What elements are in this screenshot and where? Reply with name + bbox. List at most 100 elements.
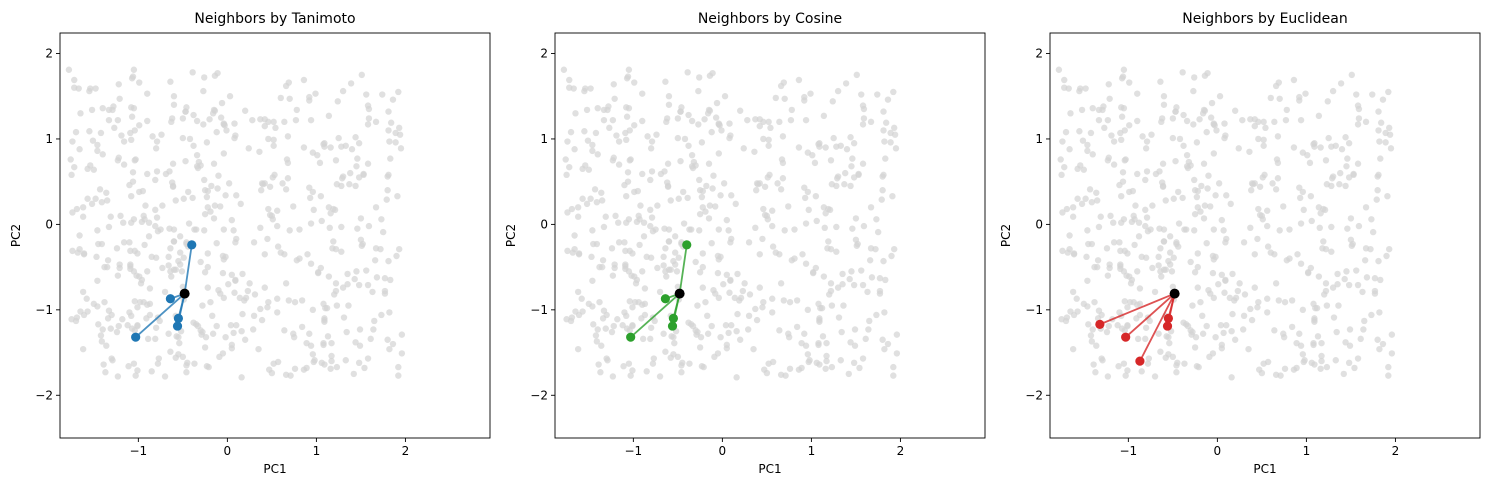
background-point: [1286, 226, 1293, 233]
background-point: [1194, 263, 1201, 271]
background-point: [1058, 171, 1065, 179]
background-point: [705, 215, 713, 222]
background-point: [142, 202, 149, 209]
background-point: [1262, 124, 1269, 132]
background-point: [128, 113, 136, 120]
background-point: [1055, 66, 1063, 73]
background-point: [806, 357, 813, 364]
background-point: [893, 350, 901, 357]
background-point: [1110, 219, 1117, 226]
background-point: [266, 366, 273, 373]
plot-area: [560, 66, 901, 381]
background-point: [356, 342, 364, 349]
background-point: [132, 372, 139, 379]
background-point: [1142, 145, 1150, 152]
background-point: [1330, 314, 1338, 321]
background-point: [165, 262, 172, 269]
background-point: [309, 188, 317, 196]
background-point: [1165, 333, 1172, 341]
background-point: [880, 171, 887, 179]
background-point: [1307, 264, 1315, 272]
background-point: [189, 194, 196, 202]
background-point: [1120, 360, 1128, 367]
background-point: [220, 294, 228, 302]
background-point: [1222, 276, 1229, 284]
background-point: [1342, 182, 1349, 190]
background-point: [1267, 249, 1274, 256]
background-point: [731, 294, 739, 302]
background-point: [759, 235, 766, 243]
background-point: [722, 322, 730, 329]
background-point: [1157, 78, 1164, 85]
background-point: [665, 266, 673, 273]
background-point: [1058, 316, 1065, 323]
background-point: [1376, 309, 1383, 316]
background-point: [384, 187, 391, 194]
background-point: [611, 261, 618, 268]
background-point: [696, 210, 704, 218]
background-point: [213, 128, 220, 136]
background-point: [1306, 159, 1314, 167]
background-point: [393, 252, 400, 260]
background-point: [108, 355, 115, 362]
background-point: [587, 85, 594, 92]
background-point: [571, 146, 578, 153]
background-point: [317, 192, 325, 200]
background-point: [131, 127, 138, 134]
background-point: [364, 102, 372, 109]
background-point: [347, 80, 355, 87]
background-point: [170, 93, 178, 100]
background-point: [628, 272, 635, 279]
background-point: [249, 116, 256, 124]
background-point: [698, 139, 706, 146]
background-point: [1376, 345, 1383, 353]
background-point: [1344, 155, 1351, 162]
background-point: [1343, 268, 1350, 275]
background-point: [284, 175, 292, 182]
background-point: [353, 163, 360, 170]
background-point: [172, 354, 179, 361]
background-point: [562, 156, 569, 163]
background-point: [1126, 79, 1133, 86]
x-axis-label: PC1: [1253, 462, 1276, 476]
background-point: [874, 91, 881, 98]
background-point: [1191, 227, 1198, 234]
background-point: [161, 288, 169, 296]
background-point: [230, 329, 237, 337]
background-point: [75, 85, 82, 92]
background-point: [397, 145, 405, 152]
background-point: [333, 363, 341, 371]
background-point: [1311, 315, 1318, 322]
background-point: [245, 145, 252, 152]
background-point: [850, 281, 858, 289]
background-point: [673, 268, 681, 275]
background-point: [1199, 312, 1206, 320]
background-point: [355, 359, 363, 367]
background-point: [596, 298, 603, 306]
background-point: [1061, 76, 1068, 84]
background-point: [77, 110, 84, 117]
background-point: [1155, 262, 1162, 269]
background-point: [1189, 302, 1196, 309]
background-point: [860, 222, 868, 230]
background-point: [823, 352, 830, 360]
background-point: [1142, 222, 1149, 230]
background-point: [680, 220, 688, 227]
background-point: [261, 116, 268, 123]
background-point: [1345, 174, 1353, 181]
background-point: [241, 336, 249, 343]
background-point: [1218, 341, 1226, 349]
background-point: [709, 69, 716, 77]
background-point: [309, 306, 317, 314]
x-tick-label: −1: [1119, 444, 1137, 458]
neighbor-point: [172, 321, 183, 331]
background-point: [128, 192, 135, 200]
background-point: [269, 216, 276, 223]
background-point: [1241, 291, 1249, 298]
background-point: [1088, 338, 1096, 345]
x-tick-label: 2: [402, 444, 410, 458]
background-point: [1353, 91, 1360, 98]
neighbor-line: [1099, 292, 1175, 326]
background-point: [1143, 138, 1151, 145]
background-point: [599, 257, 607, 264]
